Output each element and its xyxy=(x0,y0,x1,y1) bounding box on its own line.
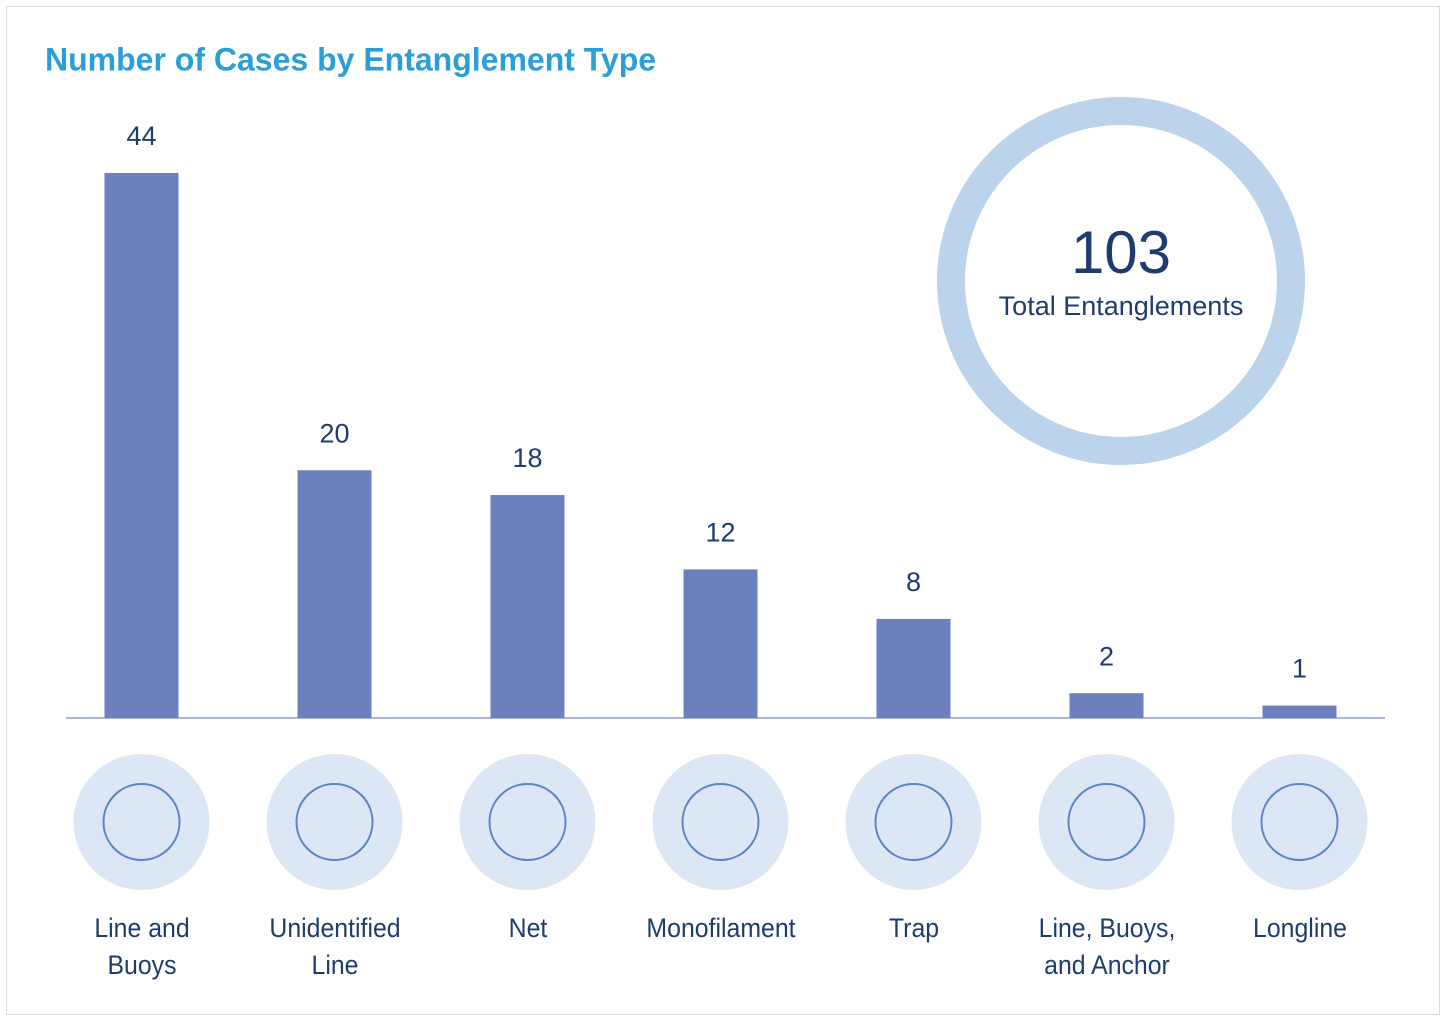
category-label: Trap xyxy=(888,913,939,943)
bar xyxy=(104,173,179,718)
category-icon-detail xyxy=(681,783,760,861)
category-label: Unidentified Line xyxy=(268,913,401,980)
category-label: Monofilament xyxy=(645,913,796,943)
bar xyxy=(876,618,951,718)
category-label: Net xyxy=(508,913,547,943)
category-icon-detail xyxy=(874,783,953,861)
bar xyxy=(1262,705,1337,718)
bar xyxy=(490,495,565,718)
value-label: 18 xyxy=(512,443,542,473)
category-icon xyxy=(266,754,403,890)
total-label: Total Entanglements xyxy=(999,291,1244,321)
category-icon-detail xyxy=(488,783,567,861)
value-label: 8 xyxy=(906,567,921,597)
total-value: 103 xyxy=(1071,219,1171,286)
total-ring xyxy=(937,97,1305,465)
category-icon xyxy=(1038,754,1175,890)
bar xyxy=(297,470,372,718)
value-label: 12 xyxy=(705,517,735,547)
category-icon-detail xyxy=(1260,783,1339,861)
chart-title: Number of Cases by Entanglement Type xyxy=(45,41,656,77)
category-icon xyxy=(459,754,596,890)
bar xyxy=(683,569,758,718)
bar xyxy=(1069,693,1144,718)
category-label: Longline xyxy=(1252,913,1347,943)
value-label: 1 xyxy=(1292,654,1307,684)
category-icon xyxy=(1231,754,1368,890)
category-icon xyxy=(845,754,982,890)
category-icon-detail xyxy=(1067,783,1146,861)
category-icon xyxy=(73,754,210,890)
frame xyxy=(6,6,1440,1015)
category-label: Line, Buoys, and Anchor xyxy=(1038,913,1175,980)
category-icon-detail xyxy=(295,783,374,861)
value-label: 20 xyxy=(319,418,349,448)
category-icon-detail xyxy=(102,783,181,861)
value-label: 44 xyxy=(126,121,156,151)
category-label: Line and Buoys xyxy=(93,913,190,980)
category-icon xyxy=(652,754,789,890)
value-label: 2 xyxy=(1099,641,1114,671)
